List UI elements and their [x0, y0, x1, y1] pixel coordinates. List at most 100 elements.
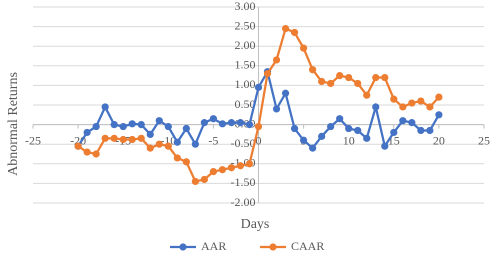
point: [372, 103, 380, 111]
point: [254, 122, 263, 131]
point: [191, 140, 199, 148]
point: [164, 122, 172, 131]
x-tick-label: 25: [478, 133, 490, 147]
point: [218, 166, 227, 174]
point: [173, 154, 181, 162]
point: [354, 126, 362, 135]
point: [137, 134, 145, 142]
point: [101, 103, 109, 111]
point: [92, 150, 100, 158]
point: [381, 142, 389, 150]
point: [182, 158, 190, 166]
point: [245, 121, 254, 129]
point: [309, 66, 317, 74]
y-tick-label: -0.50: [231, 136, 256, 150]
point: [128, 120, 136, 128]
point: [110, 134, 118, 142]
point: [119, 135, 127, 144]
point: [272, 105, 281, 113]
x-tick-label: -5: [208, 133, 218, 147]
point: [263, 70, 272, 78]
point: [119, 122, 127, 131]
y-tick-label: 2.00: [235, 38, 256, 52]
x-tick-label: -20: [70, 133, 86, 147]
point: [209, 115, 217, 123]
point: [336, 72, 344, 80]
point: [363, 134, 371, 142]
point: [227, 164, 236, 172]
point: [137, 121, 145, 129]
x-tick-label: -25: [25, 133, 41, 147]
x-tick-label: -10: [160, 133, 176, 147]
legend-marker: [179, 243, 187, 251]
point: [155, 117, 163, 125]
point: [227, 119, 236, 127]
point: [155, 140, 163, 148]
point: [173, 138, 181, 146]
point: [390, 95, 398, 103]
y-tick-label: -2.00: [231, 195, 256, 209]
point: [327, 122, 335, 131]
point: [254, 83, 263, 91]
point: [164, 142, 172, 150]
point: [281, 89, 290, 97]
point: [182, 124, 190, 133]
point: [327, 79, 335, 88]
y-tick-label: -1.50: [231, 175, 256, 189]
point: [92, 122, 100, 131]
point: [128, 135, 136, 144]
point: [281, 24, 290, 33]
point: [435, 111, 443, 119]
point: [345, 73, 353, 82]
point: [426, 103, 434, 111]
y-tick-label: 0.50: [235, 97, 256, 111]
point: [300, 136, 308, 144]
point: [290, 124, 299, 133]
y-tick-label: 1.50: [235, 58, 256, 72]
y-axis-label: Abnormal Returns: [6, 72, 21, 176]
point: [200, 175, 208, 184]
point: [74, 142, 82, 150]
point: [245, 160, 254, 168]
x-tick-label: 20: [433, 133, 445, 147]
x-tick-label: 0: [256, 133, 262, 147]
point: [318, 77, 326, 86]
point: [209, 168, 217, 176]
point: [110, 121, 118, 129]
point: [290, 28, 299, 37]
legend-marker: [269, 243, 277, 251]
point: [435, 93, 443, 101]
point: [300, 44, 308, 52]
point: [309, 144, 317, 152]
point: [83, 128, 91, 137]
point: [336, 115, 344, 123]
point: [417, 97, 425, 105]
point: [372, 73, 380, 82]
point: [272, 56, 281, 64]
point: [399, 103, 407, 111]
point: [417, 126, 425, 135]
point: [408, 119, 416, 127]
point: [83, 148, 91, 156]
point: [408, 99, 416, 107]
point: [146, 130, 154, 138]
point: [381, 73, 389, 82]
x-axis-label: Days: [241, 217, 270, 232]
point: [363, 91, 371, 99]
point: [200, 119, 208, 127]
legend-label: AAR: [201, 239, 226, 253]
point: [191, 177, 199, 186]
point: [354, 79, 362, 88]
y-tick-label: 1.00: [235, 77, 256, 91]
point: [101, 134, 109, 142]
x-tick-label: 10: [343, 133, 355, 147]
point: [236, 119, 245, 127]
point: [318, 132, 326, 140]
point: [236, 162, 245, 170]
point: [426, 126, 434, 135]
y-tick-label: 3.00: [235, 0, 256, 13]
point: [146, 144, 154, 152]
y-tick-label: 2.50: [235, 18, 256, 32]
point: [345, 124, 353, 133]
